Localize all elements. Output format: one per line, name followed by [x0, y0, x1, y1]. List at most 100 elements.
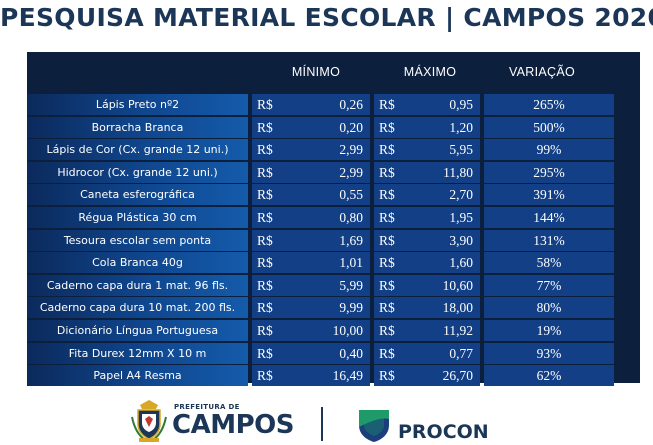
- max-price-cell: R$ 0,77: [374, 342, 480, 364]
- table-row: Caneta esferográfica R$ 0,55 R$ 2,70 391%: [27, 184, 640, 206]
- item-name: Caderno capa dura 1 mat. 96 fls.: [27, 274, 248, 296]
- min-price-cell: R$ 16,49: [252, 365, 370, 387]
- item-name: Dicionário Língua Portuguesa: [27, 319, 248, 341]
- table-row: Lápis Preto nº2 R$ 0,26 R$ 0,95 265%: [27, 94, 640, 115]
- item-name: Caneta esferográfica: [27, 184, 248, 206]
- currency-symbol: R$: [257, 164, 273, 180]
- variation-value: 99%: [484, 139, 614, 161]
- min-price-cell: R$ 0,80: [252, 206, 370, 228]
- max-price: 26,70: [442, 368, 473, 384]
- max-price-cell: R$ 1,20: [374, 116, 480, 138]
- currency-symbol: R$: [257, 255, 273, 271]
- table-row: Tesoura escolar sem ponta R$ 1,69 R$ 3,90 131…: [27, 229, 640, 251]
- currency-symbol: R$: [379, 300, 395, 316]
- table-row: Papel A4 Resma R$ 16,49 R$ 26,70 62%: [27, 365, 640, 387]
- max-price: 10,60: [442, 277, 473, 293]
- header-maximo: MÁXIMO: [403, 65, 457, 79]
- min-price-cell: R$ 0,40: [252, 342, 370, 364]
- coat-of-arms-icon: [131, 400, 167, 442]
- max-price: 1,20: [449, 119, 473, 135]
- table-row: Fita Durex 12mm X 10 m R$ 0,40 R$ 0,77 93%: [27, 342, 640, 364]
- variation-value: 265%: [484, 94, 614, 115]
- max-price-cell: R$ 26,70: [374, 365, 480, 387]
- variation-value: 144%: [484, 206, 614, 228]
- currency-symbol: R$: [257, 368, 273, 384]
- max-price-cell: R$ 18,00: [374, 297, 480, 319]
- max-price: 3,90: [449, 232, 473, 248]
- item-name: Tesoura escolar sem ponta: [27, 229, 248, 251]
- variation-value: 295%: [484, 161, 614, 183]
- item-name: Lápis Preto nº2: [27, 94, 248, 115]
- currency-symbol: R$: [379, 142, 395, 158]
- min-price: 2,99: [339, 164, 363, 180]
- currency-symbol: R$: [379, 277, 395, 293]
- item-name: Cola Branca 40g: [27, 252, 248, 274]
- min-price: 0,20: [339, 119, 363, 135]
- item-name: Régua Plástica 30 cm: [27, 206, 248, 228]
- min-price: 2,99: [339, 142, 363, 158]
- currency-symbol: R$: [257, 97, 273, 112]
- currency-symbol: R$: [379, 232, 395, 248]
- min-price-cell: R$ 0,20: [252, 116, 370, 138]
- currency-symbol: R$: [379, 187, 395, 203]
- variation-value: 391%: [484, 184, 614, 206]
- prefeitura-label: PREFEITURA DE: [174, 403, 240, 411]
- max-price-cell: R$ 2,70: [374, 184, 480, 206]
- min-price: 0,80: [339, 209, 363, 225]
- item-name: Hidrocor (Cx. grande 12 uni.): [27, 161, 248, 183]
- min-price: 0,55: [339, 187, 363, 203]
- table-row: Caderno capa dura 10 mat. 200 fls. R$ 9,99…: [27, 297, 640, 319]
- min-price: 1,01: [339, 255, 363, 271]
- variation-value: 93%: [484, 342, 614, 364]
- min-price-cell: R$ 5,99: [252, 274, 370, 296]
- currency-symbol: R$: [379, 97, 395, 112]
- min-price: 0,26: [339, 97, 363, 112]
- header-minimo: MÍNIMO: [291, 65, 341, 79]
- min-price: 16,49: [332, 368, 363, 384]
- variation-value: 80%: [484, 297, 614, 319]
- min-price: 0,40: [339, 345, 363, 361]
- min-price: 9,99: [339, 300, 363, 316]
- currency-symbol: R$: [379, 322, 395, 338]
- min-price-cell: R$ 0,55: [252, 184, 370, 206]
- currency-symbol: R$: [379, 255, 395, 271]
- max-price-cell: R$ 3,90: [374, 229, 480, 251]
- min-price: 5,99: [339, 277, 363, 293]
- min-price-cell: R$ 2,99: [252, 139, 370, 161]
- currency-symbol: R$: [257, 345, 273, 361]
- item-name: Lápis de Cor (Cx. grande 12 uni.): [27, 139, 248, 161]
- footer-logos: PREFEITURA DE CAMPOS PROCON: [0, 395, 653, 445]
- item-name: Papel A4 Resma: [27, 365, 248, 387]
- min-price-cell: R$ 1,69: [252, 229, 370, 251]
- table-row: Hidrocor (Cx. grande 12 uni.) R$ 2,99 R$ 11,…: [27, 161, 640, 183]
- currency-symbol: R$: [257, 142, 273, 158]
- currency-symbol: R$: [257, 277, 273, 293]
- min-price-cell: R$ 10,00: [252, 319, 370, 341]
- currency-symbol: R$: [379, 345, 395, 361]
- min-price-cell: R$ 2,99: [252, 161, 370, 183]
- currency-symbol: R$: [379, 209, 395, 225]
- procon-shield-icon: [359, 410, 389, 442]
- variation-value: 77%: [484, 274, 614, 296]
- procon-logo-text: PROCON: [398, 421, 489, 443]
- header-variacao: VARIAÇÃO: [508, 65, 576, 79]
- max-price-cell: R$ 1,95: [374, 206, 480, 228]
- min-price-cell: R$ 1,01: [252, 252, 370, 274]
- item-name: Borracha Branca: [27, 116, 248, 138]
- currency-symbol: R$: [257, 119, 273, 135]
- currency-symbol: R$: [379, 368, 395, 384]
- max-price: 11,80: [443, 164, 473, 180]
- currency-symbol: R$: [379, 119, 395, 135]
- min-price: 10,00: [332, 322, 363, 338]
- item-name: Caderno capa dura 10 mat. 200 fls.: [27, 297, 248, 319]
- campos-logo-text: CAMPOS: [172, 410, 294, 440]
- max-price-cell: R$ 10,60: [374, 274, 480, 296]
- currency-symbol: R$: [257, 209, 273, 225]
- max-price-cell: R$ 11,92: [374, 319, 480, 341]
- max-price: 2,70: [449, 187, 473, 203]
- max-price-cell: R$ 0,95: [374, 94, 480, 115]
- variation-value: 58%: [484, 252, 614, 274]
- max-price-cell: R$ 1,60: [374, 252, 480, 274]
- price-table: MÍNIMO MÁXIMO VARIAÇÃO Lápis Preto nº2 R$…: [27, 52, 640, 387]
- table-row: Caderno capa dura 1 mat. 96 fls. R$ 5,99 R$…: [27, 274, 640, 296]
